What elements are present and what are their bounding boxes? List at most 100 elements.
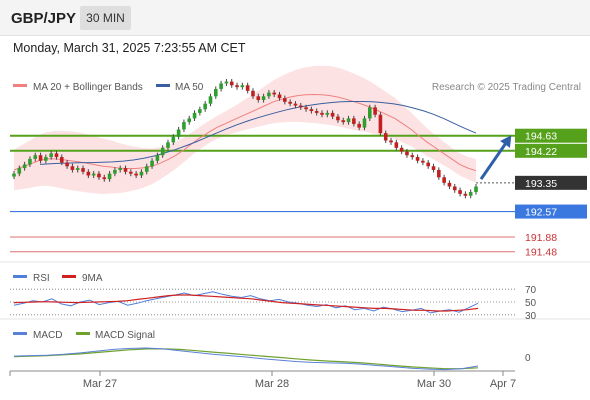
candle <box>12 171 16 180</box>
candle <box>113 167 117 177</box>
ma50-legend-swatch <box>156 84 170 87</box>
candle-body <box>12 173 16 177</box>
credit-label: Research © 2025 Trading Central <box>432 82 581 93</box>
candle-body <box>341 120 346 123</box>
candle-body <box>267 92 271 97</box>
candle-body <box>229 81 234 86</box>
candle-body <box>150 160 154 167</box>
candle-body <box>367 107 372 119</box>
candles <box>12 79 478 199</box>
macd-panel: 0 <box>13 347 531 371</box>
candle <box>213 86 218 99</box>
candle <box>33 152 38 162</box>
candle-body <box>203 103 207 110</box>
candle-body <box>437 169 441 178</box>
candle <box>468 189 473 199</box>
candle <box>176 126 181 140</box>
candle <box>144 163 149 175</box>
candle-body <box>208 96 213 104</box>
candle-body <box>298 105 303 108</box>
candle <box>70 163 75 173</box>
x-tick-label: Apr 7 <box>490 378 516 390</box>
candle-body <box>192 112 197 119</box>
candle <box>235 82 239 90</box>
candle <box>410 152 415 160</box>
candle-body <box>389 140 393 143</box>
candle-body <box>86 171 91 176</box>
candle <box>22 161 27 171</box>
candle <box>75 165 80 173</box>
candle <box>452 183 457 193</box>
level-tags: 194.63 194.22 193.35 192.57 191.88 191.48 <box>515 128 587 259</box>
candle <box>373 104 377 118</box>
candle-body <box>394 142 399 148</box>
candle-body <box>155 155 160 161</box>
macd-legend-swatch <box>13 332 27 335</box>
candle <box>389 137 393 145</box>
candle <box>442 174 446 186</box>
candle <box>240 82 245 90</box>
macd-line <box>13 347 479 371</box>
arrow-head <box>500 135 512 148</box>
top-bar: GBP/JPY 30 MIN <box>0 0 590 36</box>
ma50-line <box>39 101 477 165</box>
candle <box>203 101 207 112</box>
candle-body <box>171 136 176 143</box>
macd-signal-line <box>13 348 479 370</box>
candle-body <box>261 96 266 100</box>
candle-body <box>309 109 314 112</box>
candle <box>38 152 43 164</box>
candle-body <box>187 118 192 123</box>
x-tick-label: Mar 27 <box>83 378 117 390</box>
candle-body <box>91 173 96 176</box>
candle <box>362 115 367 131</box>
candle-body <box>182 122 186 130</box>
timeframe-button[interactable]: 30 MIN <box>80 6 131 30</box>
candle-body <box>442 177 446 183</box>
candle-body <box>383 133 388 141</box>
candle-body <box>102 177 107 180</box>
candle-body <box>283 98 287 102</box>
candle <box>65 160 69 169</box>
candle-body <box>97 173 101 178</box>
candle <box>17 165 22 177</box>
rsi-ma-line <box>13 294 479 312</box>
level-191.48-label: 191.48 <box>525 247 557 259</box>
level-194.63-tag <box>515 128 587 143</box>
candle-body <box>325 112 330 115</box>
candle <box>314 108 319 116</box>
candle <box>336 113 340 123</box>
candle <box>28 156 32 168</box>
x-axis: Mar 27 Mar 28 Mar 30 Apr 7 <box>9 371 516 390</box>
candle <box>150 158 154 169</box>
rsi-tick-50: 50 <box>525 298 537 309</box>
candle <box>437 167 441 180</box>
rsi-tick-70: 70 <box>525 285 537 296</box>
candle <box>251 88 255 99</box>
candle <box>463 191 468 199</box>
candle <box>261 93 266 103</box>
symbol-title: GBP/JPY <box>11 10 77 27</box>
candle <box>378 112 383 136</box>
candle-body <box>245 85 250 91</box>
candle-body <box>314 111 319 113</box>
candle-body <box>431 166 436 170</box>
level-194.22-tag <box>515 143 587 158</box>
macd-tick-0: 0 <box>525 353 531 364</box>
price-levels <box>10 134 515 253</box>
candle <box>383 130 388 144</box>
level-194.22-label: 194.22 <box>525 146 557 158</box>
candle <box>107 171 112 182</box>
candle <box>288 99 292 107</box>
candle <box>330 110 335 120</box>
candle-body <box>405 151 409 156</box>
candle <box>283 95 287 105</box>
candle-body <box>336 116 340 121</box>
candle <box>160 145 165 158</box>
candle <box>277 91 282 101</box>
forecast-arrow <box>479 135 512 181</box>
candle <box>224 79 229 87</box>
candle <box>352 115 356 127</box>
candle <box>229 79 234 88</box>
candle-body <box>65 162 69 167</box>
